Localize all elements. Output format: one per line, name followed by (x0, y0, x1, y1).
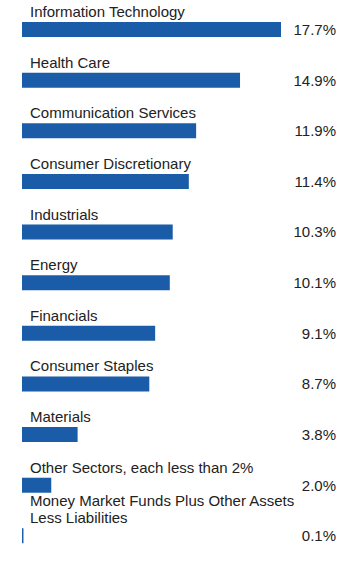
svg-text:Industrials: Industrials (30, 206, 98, 223)
svg-text:17.7%: 17.7% (293, 21, 336, 38)
svg-text:11.9%: 11.9% (295, 122, 336, 139)
svg-text:10.3%: 10.3% (293, 223, 336, 240)
svg-text:Information Technology: Information Technology (30, 3, 185, 20)
svg-text:9.1%: 9.1% (302, 325, 336, 342)
svg-text:Money Market Funds Plus Other: Money Market Funds Plus Other Assets (30, 492, 294, 509)
svg-text:Health Care: Health Care (30, 54, 110, 71)
svg-text:Consumer Discretionary: Consumer Discretionary (30, 155, 191, 172)
svg-text:Less Liabilities: Less Liabilities (30, 509, 128, 526)
svg-text:Materials: Materials (30, 408, 91, 425)
svg-text:Communication Services: Communication Services (30, 104, 196, 121)
svg-text:11.4%: 11.4% (295, 173, 336, 190)
svg-text:8.7%: 8.7% (302, 375, 336, 392)
svg-text:Consumer Staples: Consumer Staples (30, 357, 153, 374)
svg-text:Energy: Energy (30, 256, 78, 273)
svg-text:Financials: Financials (30, 307, 98, 324)
svg-text:14.9%: 14.9% (293, 72, 336, 89)
svg-text:2.0%: 2.0% (302, 477, 336, 494)
svg-text:0.1%: 0.1% (302, 527, 336, 544)
svg-text:10.1%: 10.1% (293, 274, 336, 291)
svg-text:Other Sectors, each less than: Other Sectors, each less than 2% (30, 459, 253, 476)
svg-text:3.8%: 3.8% (302, 426, 336, 443)
